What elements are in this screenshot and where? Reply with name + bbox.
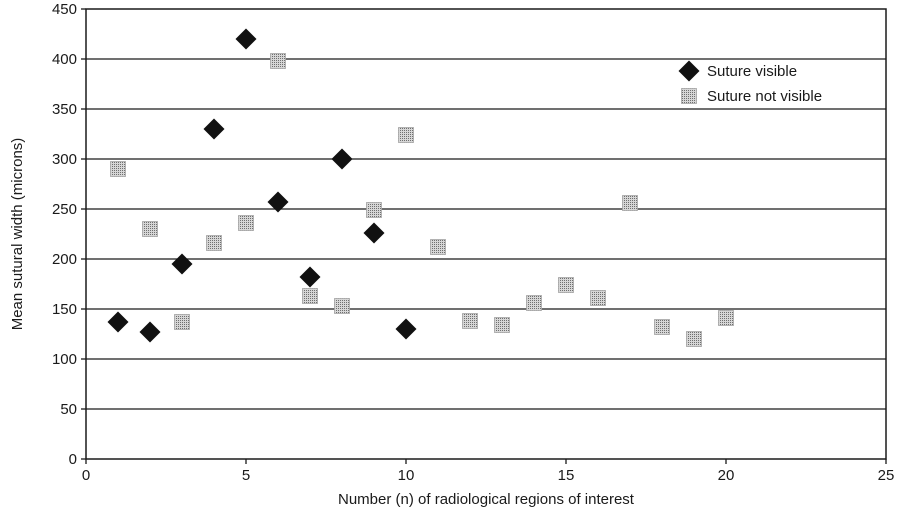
plot-frame (85, 8, 887, 460)
legend: Suture visible Suture not visible (678, 60, 822, 105)
x-tick-label: 10 (398, 467, 415, 484)
square-point (270, 53, 286, 69)
y-tick-label: 300 (52, 151, 77, 168)
square-point (206, 235, 222, 251)
square-point (654, 319, 670, 335)
legend-label: Suture not visible (707, 88, 822, 105)
y-tick-label: 100 (52, 351, 77, 368)
square-point (174, 314, 190, 330)
square-point (718, 310, 734, 326)
y-tick-label: 50 (60, 401, 77, 418)
diamond-point (139, 321, 161, 343)
grid-lines (86, 58, 886, 410)
y-tick-label: 350 (52, 101, 77, 118)
diamond-point (299, 266, 321, 288)
legend-item: Suture visible (678, 60, 797, 82)
data-points (107, 28, 734, 347)
square-point (558, 277, 574, 293)
diamond-point (395, 318, 417, 340)
legend-diamond-marker (678, 60, 700, 82)
diamond-point (171, 253, 193, 275)
diamond-point (203, 118, 225, 140)
y-axis-title: Mean sutural width (microns) (9, 138, 26, 331)
axis-ticks: 0 50 100 150 200 250 300 350 400 450 0 5 10 15 20 25 (52, 1, 894, 484)
legend-square-marker (681, 88, 697, 104)
square-point (110, 161, 126, 177)
x-tick-label: 20 (718, 467, 735, 484)
square-point (238, 215, 254, 231)
series-group (110, 53, 734, 347)
diamond-point (235, 28, 257, 50)
y-tick-label: 400 (52, 51, 77, 68)
legend-label: Suture visible (707, 63, 797, 80)
square-point (430, 239, 446, 255)
square-point (366, 202, 382, 218)
diamond-point (107, 311, 129, 333)
y-tick-label: 250 (52, 201, 77, 218)
x-tick-label: 0 (82, 467, 90, 484)
y-tick-label: 150 (52, 301, 77, 318)
square-point (142, 221, 158, 237)
x-axis-title: Number (n) of radiological regions of in… (338, 491, 635, 508)
diamond-point (363, 222, 385, 244)
x-tick-label: 25 (878, 467, 895, 484)
square-point (622, 195, 638, 211)
legend-item: Suture not visible (681, 88, 822, 105)
square-point (590, 290, 606, 306)
diamond-point (267, 191, 289, 213)
square-point (494, 317, 510, 333)
square-point (334, 298, 350, 314)
square-point (302, 288, 318, 304)
y-tick-label: 0 (69, 451, 77, 468)
diamond-point (331, 148, 353, 170)
x-tick-label: 15 (558, 467, 575, 484)
series-group (107, 28, 417, 343)
square-point (462, 313, 478, 329)
square-point (686, 331, 702, 347)
y-tick-label: 450 (52, 1, 77, 18)
x-tick-label: 5 (242, 467, 250, 484)
y-tick-label: 200 (52, 251, 77, 268)
square-point (398, 127, 414, 143)
square-point (526, 295, 542, 311)
